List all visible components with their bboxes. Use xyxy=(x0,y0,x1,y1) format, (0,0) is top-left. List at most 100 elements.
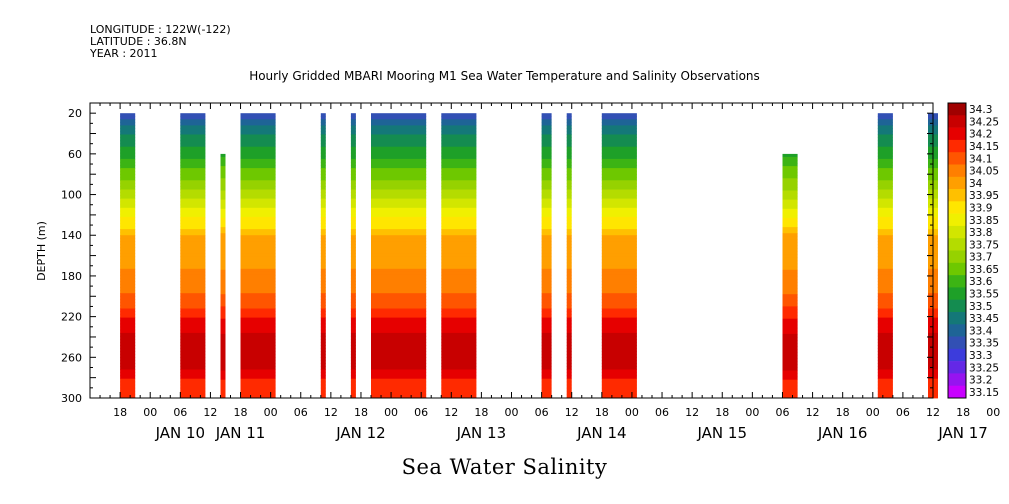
salinity-cell xyxy=(220,330,226,335)
salinity-cell xyxy=(566,195,572,200)
salinity-cell xyxy=(120,186,136,190)
salinity-cell xyxy=(350,354,356,358)
salinity-cell xyxy=(350,311,356,315)
salinity-cell xyxy=(350,274,356,279)
salinity-cell xyxy=(320,381,326,386)
salinity-cell xyxy=(350,357,356,361)
salinity-cell xyxy=(601,155,637,160)
salinity-cell xyxy=(782,199,798,204)
salinity-cell xyxy=(601,281,637,285)
salinity-cell xyxy=(120,183,136,187)
salinity-cell xyxy=(371,259,427,264)
salinity-cell xyxy=(541,180,552,184)
data-segment xyxy=(371,113,427,399)
salinity-cell xyxy=(220,288,226,292)
salinity-cell xyxy=(220,175,226,179)
salinity-cell xyxy=(566,320,572,325)
salinity-cell xyxy=(240,229,276,233)
salinity-cell xyxy=(441,326,477,331)
salinity-cell xyxy=(441,345,477,349)
salinity-cell xyxy=(350,366,356,370)
salinity-cell xyxy=(350,232,356,236)
salinity-cell xyxy=(350,372,356,377)
salinity-cell xyxy=(566,281,572,285)
salinity-cell xyxy=(782,163,798,167)
salinity-cell xyxy=(240,192,276,196)
salinity-cell xyxy=(541,183,552,187)
salinity-cell xyxy=(350,265,356,270)
salinity-cell xyxy=(180,168,206,172)
salinity-cell xyxy=(601,128,637,132)
salinity-cell xyxy=(441,183,477,187)
salinity-cell xyxy=(877,378,893,383)
salinity-cell xyxy=(441,323,477,328)
salinity-cell xyxy=(601,244,637,248)
salinity-cell xyxy=(240,274,276,279)
salinity-cell xyxy=(320,201,326,206)
salinity-cell xyxy=(566,158,572,163)
salinity-cell xyxy=(120,174,136,178)
salinity-cell xyxy=(180,326,206,331)
salinity-cell xyxy=(441,204,477,209)
salinity-cell xyxy=(120,204,136,209)
salinity-cell xyxy=(566,177,572,181)
y-axis-label: DEPTH (m) xyxy=(35,221,48,281)
salinity-cell xyxy=(566,229,572,233)
salinity-cell xyxy=(441,259,477,264)
salinity-cell xyxy=(877,302,893,306)
salinity-cell xyxy=(350,223,356,227)
salinity-cell xyxy=(782,324,798,329)
x-tick-label: 00 xyxy=(625,406,639,419)
salinity-cell xyxy=(120,162,136,166)
salinity-cell xyxy=(541,146,552,151)
salinity-cell xyxy=(877,287,893,291)
salinity-cell xyxy=(320,354,326,358)
salinity-cell xyxy=(350,116,356,120)
salinity-cell xyxy=(541,290,552,294)
salinity-cell xyxy=(220,254,226,259)
salinity-cell xyxy=(441,314,477,319)
salinity-cell xyxy=(541,162,552,166)
salinity-cell xyxy=(320,351,326,355)
salinity-cell xyxy=(350,323,356,328)
salinity-cell xyxy=(180,265,206,270)
salinity-cell xyxy=(180,131,206,135)
salinity-cell xyxy=(350,229,356,233)
salinity-cell xyxy=(601,262,637,267)
salinity-cell xyxy=(566,357,572,361)
salinity-cell xyxy=(441,293,477,297)
salinity-cell xyxy=(566,192,572,196)
salinity-cell xyxy=(877,235,893,239)
salinity-cell xyxy=(120,323,136,328)
salinity-cell xyxy=(120,339,136,343)
salinity-cell xyxy=(350,183,356,187)
salinity-cell xyxy=(601,302,637,306)
salinity-cell xyxy=(371,302,427,306)
salinity-cell xyxy=(441,357,477,361)
colorbar-label: 34.3 xyxy=(969,104,992,116)
salinity-cell xyxy=(877,351,893,355)
salinity-cell xyxy=(120,229,136,233)
salinity-cell xyxy=(240,262,276,267)
salinity-cell xyxy=(220,245,226,249)
salinity-cell xyxy=(877,192,893,196)
salinity-cell xyxy=(320,290,326,294)
salinity-cell xyxy=(566,244,572,248)
salinity-cell xyxy=(220,242,226,246)
salinity-cell xyxy=(371,305,427,309)
salinity-cell xyxy=(350,348,356,352)
salinity-cell xyxy=(782,391,798,396)
salinity-cell xyxy=(566,278,572,282)
salinity-cell xyxy=(220,217,226,222)
salinity-cell xyxy=(120,348,136,352)
salinity-cell xyxy=(220,309,226,313)
salinity-cell xyxy=(441,155,477,160)
salinity-cell xyxy=(371,387,427,392)
salinity-cell xyxy=(601,259,637,264)
salinity-cell xyxy=(320,155,326,160)
salinity-cell xyxy=(541,247,552,251)
salinity-cell xyxy=(441,278,477,282)
salinity-cell xyxy=(120,137,136,142)
salinity-cell xyxy=(320,375,326,380)
colorbar-label: 33.3 xyxy=(969,350,992,362)
